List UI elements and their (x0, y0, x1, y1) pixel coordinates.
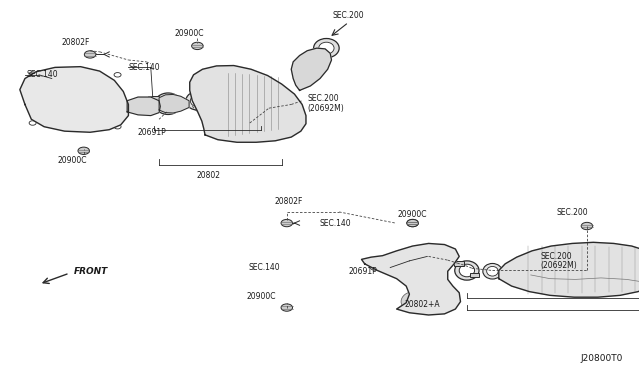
Text: 20900C: 20900C (174, 29, 204, 38)
Ellipse shape (190, 95, 204, 107)
Ellipse shape (84, 51, 96, 58)
Polygon shape (291, 48, 332, 90)
Ellipse shape (281, 304, 292, 311)
Text: SEC.140: SEC.140 (26, 70, 58, 79)
Ellipse shape (407, 219, 419, 227)
Ellipse shape (64, 93, 76, 100)
Ellipse shape (407, 219, 419, 227)
Ellipse shape (483, 263, 502, 279)
Polygon shape (159, 94, 189, 113)
Text: 20802F: 20802F (62, 38, 90, 47)
Ellipse shape (281, 219, 292, 227)
Ellipse shape (460, 264, 474, 277)
Ellipse shape (155, 93, 181, 115)
Text: SEC.200: SEC.200 (540, 252, 572, 261)
Text: 20900C: 20900C (58, 156, 87, 165)
Ellipse shape (64, 102, 76, 109)
Text: 20802+A: 20802+A (404, 300, 440, 309)
Ellipse shape (114, 125, 121, 129)
Text: 20802: 20802 (196, 171, 220, 180)
Text: 20900C: 20900C (246, 292, 276, 301)
Bar (470, 273, 479, 277)
Text: (20692M): (20692M) (307, 105, 344, 113)
Ellipse shape (78, 147, 90, 154)
Bar (148, 96, 159, 102)
Ellipse shape (29, 72, 36, 76)
Ellipse shape (49, 102, 61, 109)
Text: J20800T0: J20800T0 (581, 354, 623, 363)
Ellipse shape (314, 38, 339, 58)
Text: FRONT: FRONT (74, 267, 108, 276)
Ellipse shape (581, 222, 593, 230)
Text: 20900C: 20900C (398, 210, 428, 219)
Polygon shape (189, 65, 306, 142)
Text: 20802F: 20802F (275, 198, 303, 206)
Ellipse shape (191, 42, 203, 49)
Text: 20691P: 20691P (349, 267, 378, 276)
Text: SEC.200: SEC.200 (307, 94, 339, 103)
Ellipse shape (455, 261, 479, 280)
Text: SEC.140: SEC.140 (320, 219, 351, 228)
Text: 20691P: 20691P (138, 128, 167, 137)
Ellipse shape (426, 283, 445, 298)
Ellipse shape (319, 42, 334, 54)
Ellipse shape (486, 266, 498, 276)
Ellipse shape (186, 92, 209, 110)
Ellipse shape (114, 73, 121, 77)
Text: SEC.200: SEC.200 (333, 11, 364, 20)
Ellipse shape (29, 121, 36, 125)
Ellipse shape (160, 97, 176, 110)
Polygon shape (20, 67, 129, 132)
Polygon shape (127, 97, 161, 116)
Text: SEC.140: SEC.140 (248, 263, 280, 272)
Ellipse shape (371, 265, 378, 270)
Text: SEC.140: SEC.140 (129, 63, 160, 72)
Text: (20692M): (20692M) (540, 261, 577, 270)
Ellipse shape (64, 84, 76, 92)
Text: SEC.200: SEC.200 (556, 208, 588, 217)
Bar (454, 261, 465, 266)
Polygon shape (499, 242, 640, 297)
Ellipse shape (49, 84, 61, 92)
Ellipse shape (49, 93, 61, 100)
Polygon shape (362, 243, 461, 315)
Ellipse shape (401, 291, 428, 312)
